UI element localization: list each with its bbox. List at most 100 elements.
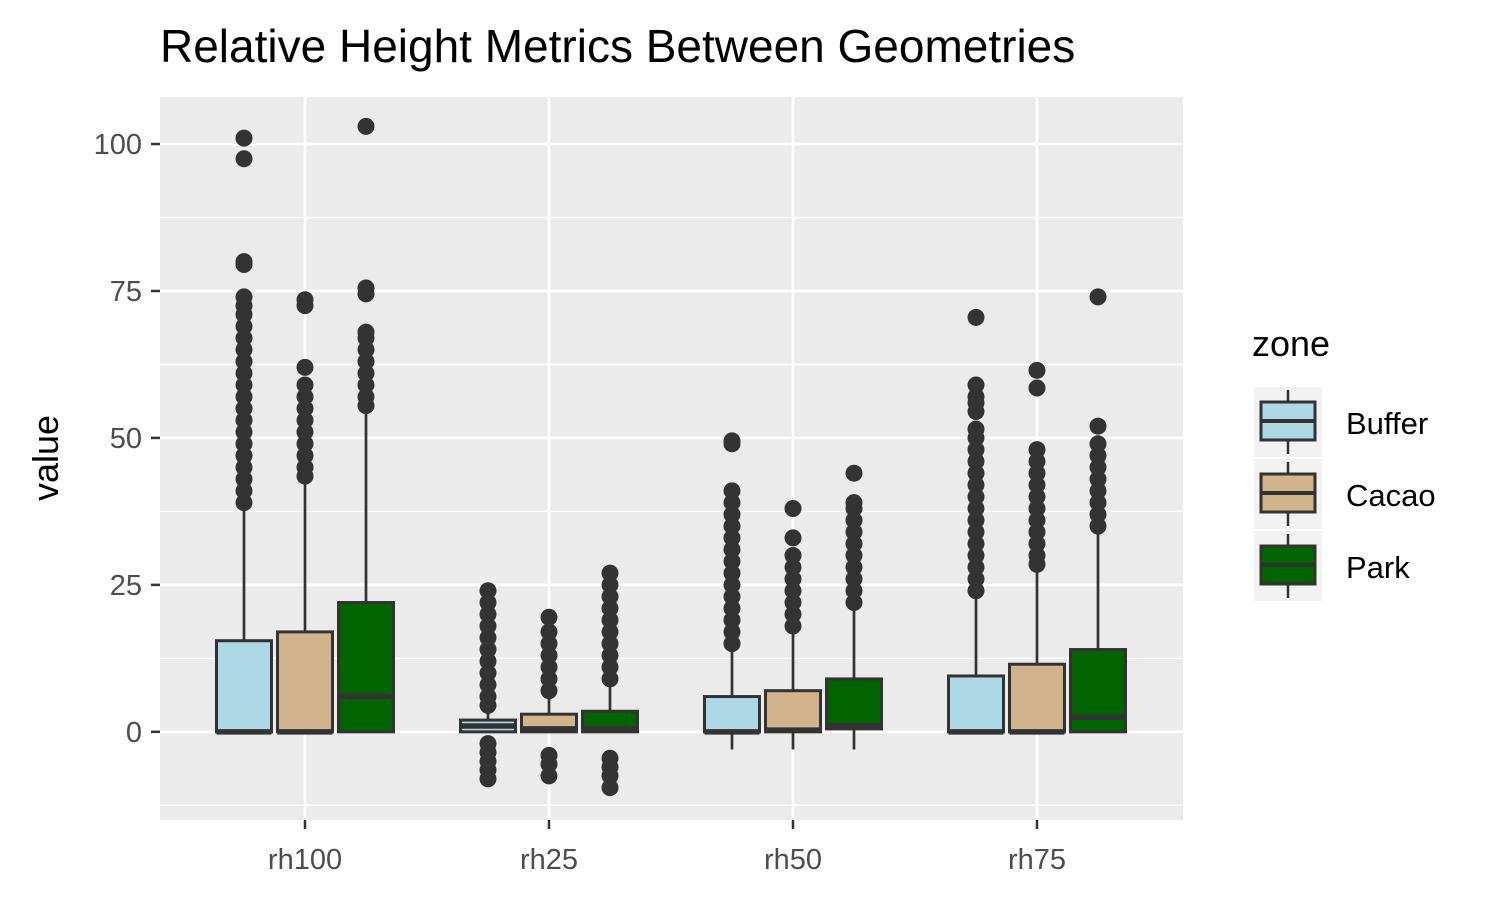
outlier-point (845, 546, 863, 564)
outlier-point (967, 388, 985, 406)
outlier-point (1028, 546, 1046, 564)
box-buffer-rh25 (459, 582, 517, 788)
outlier-point (235, 411, 253, 429)
outlier-point (601, 611, 619, 629)
x-axis: rh100 rh25 rh50 rh75 (268, 820, 1066, 876)
outlier-point (845, 594, 863, 612)
outlier-point (1089, 435, 1107, 453)
outlier-point (235, 329, 253, 347)
outlier-point (235, 470, 253, 488)
outlier-point (235, 494, 253, 512)
outlier-point (723, 541, 741, 559)
box-body (764, 689, 822, 734)
box-cacao-rh100 (276, 291, 334, 735)
outlier-point (723, 432, 741, 450)
outlier-point (723, 505, 741, 523)
outlier-point (967, 376, 985, 394)
outlier-point (784, 605, 802, 623)
legend-label: Cacao (1346, 478, 1436, 513)
legend-item-cacao: Cacao (1254, 459, 1436, 529)
outlier-point (601, 767, 619, 785)
y-tick-label: 75 (110, 276, 142, 308)
box-body (947, 674, 1005, 734)
outlier-point (967, 570, 985, 588)
outlier-point (296, 411, 314, 429)
outlier-point (357, 376, 375, 394)
outlier-point (845, 570, 863, 588)
outlier-point (1089, 482, 1107, 500)
outlier-point (967, 558, 985, 576)
outlier-point (235, 253, 253, 271)
outlier-point (235, 376, 253, 394)
outlier-point (235, 353, 253, 371)
outlier-point (296, 376, 314, 394)
box-cacao-rh50 (764, 499, 822, 750)
outlier-point (1089, 288, 1107, 306)
outlier-point (479, 582, 497, 600)
outlier-point (357, 117, 375, 135)
legend-item-buffer: Buffer (1254, 387, 1428, 457)
outlier-point (845, 523, 863, 541)
outlier-point (235, 447, 253, 465)
box-buffer-rh75 (947, 308, 1005, 735)
outlier-point (235, 341, 253, 359)
outlier-point (235, 364, 253, 382)
outlier-point (784, 617, 802, 635)
outlier-point (723, 623, 741, 641)
outlier-point (723, 576, 741, 594)
outlier-point (845, 464, 863, 482)
outlier-point (1089, 505, 1107, 523)
x-tick-label: rh100 (268, 844, 342, 876)
outlier-point (1089, 458, 1107, 476)
outlier-point (967, 582, 985, 600)
outlier-point (479, 676, 497, 694)
outlier-point (540, 635, 558, 653)
outlier-point (357, 353, 375, 371)
y-tick-label: 25 (110, 570, 142, 602)
outlier-point (601, 564, 619, 582)
outlier-point (784, 594, 802, 612)
y-tick-label: 100 (94, 129, 142, 161)
outlier-point (357, 279, 375, 297)
outlier-point (357, 388, 375, 406)
outlier-point (967, 499, 985, 517)
outlier-point (967, 523, 985, 541)
outlier-point (479, 605, 497, 623)
outlier-point (601, 599, 619, 617)
outlier-point (845, 535, 863, 553)
outlier-point (967, 452, 985, 470)
box-body (825, 677, 883, 731)
outlier-point (723, 588, 741, 606)
outlier-point (784, 582, 802, 600)
outlier-point (357, 364, 375, 382)
outlier-point (1028, 523, 1046, 541)
outlier-point (1028, 452, 1046, 470)
box-park-rh100 (337, 117, 395, 734)
outlier-point (540, 767, 558, 785)
outlier-point (235, 458, 253, 476)
outlier-point (1089, 494, 1107, 512)
outlier-point (540, 658, 558, 676)
box-body (703, 695, 761, 734)
outlier-point (235, 400, 253, 418)
legend-label: Buffer (1346, 406, 1428, 441)
x-tick-label: rh50 (764, 844, 822, 876)
outlier-point (845, 494, 863, 512)
outlier-point (479, 594, 497, 612)
y-axis-title: value (25, 415, 66, 501)
box-buffer-rh50 (703, 432, 761, 750)
x-tick-label: rh25 (520, 844, 578, 876)
box-layer (215, 117, 1127, 797)
outlier-point (235, 423, 253, 441)
outlier-point (1089, 470, 1107, 488)
outlier-point (845, 511, 863, 529)
y-tick-label: 50 (110, 423, 142, 455)
outlier-point (967, 488, 985, 506)
outlier-point (540, 646, 558, 664)
outlier-point (296, 358, 314, 376)
outlier-point (601, 623, 619, 641)
outlier-point (479, 617, 497, 635)
outlier-point (723, 611, 741, 629)
outlier-point (1028, 441, 1046, 459)
outlier-point (845, 582, 863, 600)
